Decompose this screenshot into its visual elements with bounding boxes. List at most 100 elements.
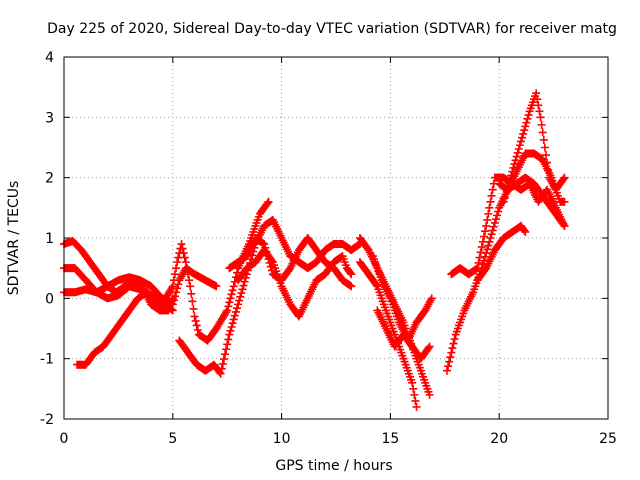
data-point <box>512 152 521 161</box>
data-point <box>447 348 456 357</box>
data-point <box>372 280 381 289</box>
data-point <box>222 308 231 317</box>
data-point <box>515 141 524 150</box>
data-point <box>224 335 233 344</box>
data-point <box>516 137 525 146</box>
data-point <box>486 234 495 242</box>
data-point <box>217 364 226 373</box>
data-point <box>237 289 246 298</box>
data-point <box>493 211 502 220</box>
data-point <box>264 255 273 264</box>
data-point <box>264 197 273 206</box>
data-point <box>192 321 201 330</box>
data-point <box>224 302 233 311</box>
data-point <box>216 369 225 378</box>
data-point <box>522 118 531 127</box>
data-point <box>229 282 238 291</box>
x-tick-label: 0 <box>60 431 69 447</box>
y-tick-label: 3 <box>45 110 54 126</box>
data-point <box>560 197 569 206</box>
data-point <box>533 95 542 104</box>
data-point <box>477 243 486 252</box>
data-point <box>228 286 237 295</box>
data-point <box>474 258 483 267</box>
data-point <box>487 230 496 239</box>
data-point <box>536 113 545 122</box>
data-point <box>263 251 272 260</box>
data-point <box>188 297 197 306</box>
data-point <box>499 197 508 206</box>
data-point <box>482 221 491 230</box>
series-track-11 <box>373 306 434 363</box>
data-point <box>167 284 176 293</box>
data-point <box>232 304 241 313</box>
data-point <box>450 335 459 344</box>
data-point <box>513 148 522 157</box>
data-point <box>537 120 546 129</box>
series-track-4 <box>73 288 177 369</box>
data-point <box>172 264 181 273</box>
data-point <box>347 270 356 279</box>
data-point <box>226 294 235 303</box>
data-point <box>265 258 274 267</box>
data-point <box>193 326 202 335</box>
x-axis-label: GPS time / hours <box>275 458 392 474</box>
data-point <box>442 366 451 375</box>
data-point <box>227 322 236 331</box>
data-point <box>186 282 195 291</box>
data-point <box>234 300 243 309</box>
data-point <box>560 173 569 182</box>
x-tick-label: 5 <box>168 431 177 447</box>
data-point <box>521 227 530 236</box>
data-point <box>218 359 227 368</box>
data-point <box>491 215 500 224</box>
y-tick-label: 4 <box>45 50 54 66</box>
data-point <box>510 160 519 169</box>
data-point <box>523 114 532 123</box>
data-point <box>478 237 487 246</box>
series-track-5 <box>175 215 364 378</box>
x-tick-label: 10 <box>273 431 291 447</box>
data-point <box>532 89 541 98</box>
data-point <box>239 281 248 290</box>
data-point <box>187 289 196 298</box>
data-point <box>408 378 417 387</box>
data-point <box>479 232 488 241</box>
x-tick-label: 20 <box>490 431 508 447</box>
data-point <box>230 311 239 320</box>
data-point <box>481 227 490 236</box>
data-point <box>425 390 434 399</box>
data-point <box>541 151 550 160</box>
data-point <box>511 156 520 165</box>
data-point <box>223 306 232 315</box>
data-point <box>424 344 433 353</box>
y-tick-label: 2 <box>45 171 54 187</box>
data-point <box>487 191 496 200</box>
data-point <box>476 248 485 257</box>
data-point <box>225 330 234 339</box>
data-point <box>228 319 237 328</box>
data-point <box>221 350 230 359</box>
data-point <box>446 353 455 362</box>
data-point <box>173 258 182 267</box>
data-point <box>182 264 191 273</box>
data-point <box>226 326 235 335</box>
data-point <box>488 185 497 194</box>
data-point <box>178 244 187 253</box>
series-track-16 <box>495 173 569 230</box>
data-point <box>484 209 493 218</box>
data-point <box>540 143 549 152</box>
data-point <box>266 262 275 271</box>
data-point <box>489 222 498 231</box>
data-point <box>534 101 543 110</box>
data-point <box>191 316 200 325</box>
y-tick-label: 0 <box>45 291 54 307</box>
data-point <box>520 126 529 135</box>
data-point <box>227 290 236 299</box>
data-point <box>524 111 533 120</box>
y-axis-label: SDTVAR / TECUs <box>6 181 22 296</box>
data-point <box>262 247 271 256</box>
series-track-15 <box>499 89 569 206</box>
data-point <box>539 135 548 144</box>
